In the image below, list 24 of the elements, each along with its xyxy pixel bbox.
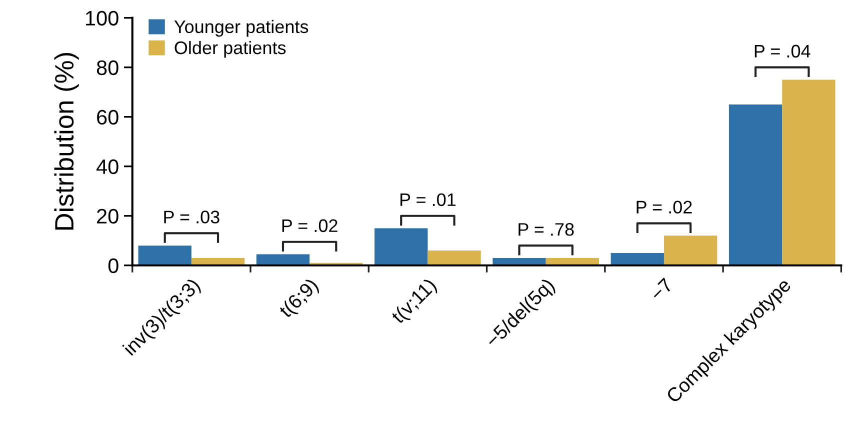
legend-label: Older patients (174, 40, 286, 58)
bar (138, 246, 192, 266)
annotation: P = .04 (754, 44, 810, 58)
bar (728, 104, 782, 266)
y-tick-label: 80 (96, 60, 118, 76)
y-tick-label: 100 (86, 10, 118, 26)
bar (374, 228, 428, 266)
y-tick-label: 20 (97, 208, 118, 224)
y-tick-label: 40 (96, 159, 118, 174)
annotation: P = .78 (518, 223, 574, 236)
bar (256, 254, 310, 266)
y-tick-label: 0 (108, 258, 118, 274)
legend-label: Younger patients (174, 20, 308, 37)
annotation: P = .01 (400, 193, 456, 206)
bar (664, 236, 718, 266)
y-axis-title: Distribution (%) (54, 53, 79, 230)
bar (428, 250, 481, 266)
x-tick-label: −7 (649, 278, 674, 302)
annotation: P = .02 (282, 219, 338, 232)
annotation: P = .03 (164, 210, 220, 224)
y-tick-label: 60 (97, 110, 118, 125)
annotation: P = .02 (636, 200, 692, 214)
bar (782, 80, 836, 266)
bar (610, 252, 664, 266)
